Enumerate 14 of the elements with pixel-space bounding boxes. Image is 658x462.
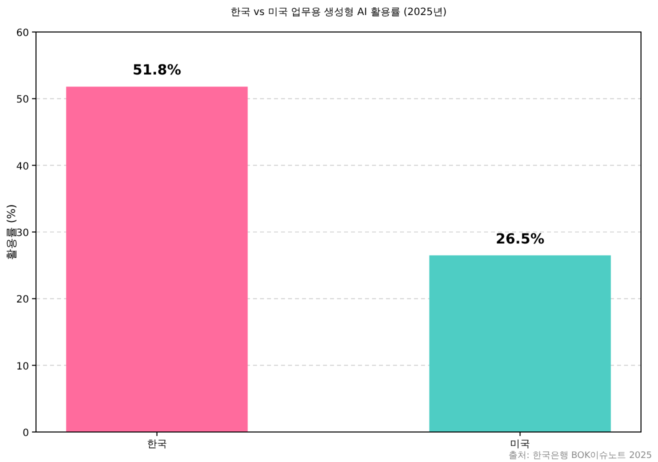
source-note: 출처: 한국은행 BOK이슈노트 2025	[508, 451, 652, 461]
y-tick-label: 30	[16, 228, 29, 239]
chart-title: 한국 vs 미국 업무용 생성형 AI 활용률 (2025년)	[230, 7, 447, 18]
x-tick-label: 미국	[510, 439, 530, 450]
data-label: 51.8%	[132, 62, 182, 79]
y-tick-label: 20	[16, 294, 29, 306]
y-tick-label: 50	[16, 94, 29, 106]
data-label: 26.5%	[496, 231, 544, 248]
y-tick-label: 40	[16, 161, 29, 172]
y-tick-label: 10	[16, 361, 29, 372]
y-tick-label: 0	[22, 428, 29, 439]
x-tick-label: 한국	[146, 439, 167, 450]
y-axis-title: 활용률 (%)	[5, 204, 18, 260]
y-tick-label: 60	[16, 28, 29, 39]
